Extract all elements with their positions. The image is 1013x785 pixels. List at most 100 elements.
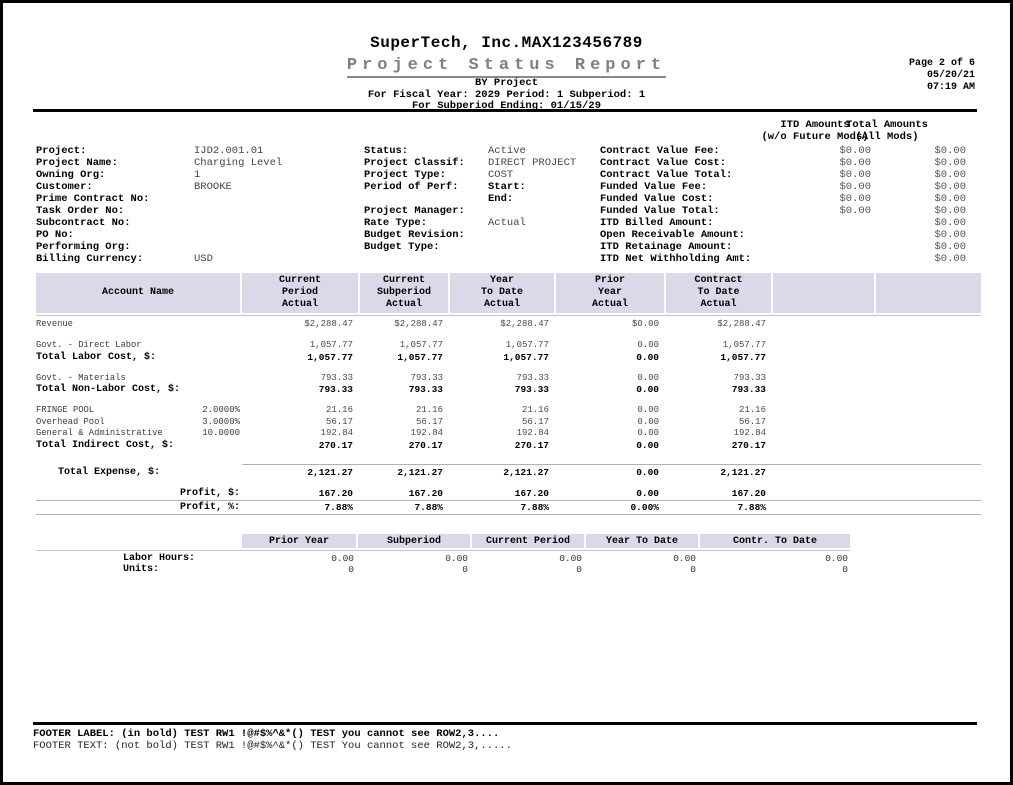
itd-amount-value — [758, 217, 871, 229]
current-subperiod-value: 192.84 — [410, 428, 443, 438]
contract-to-date-hours-value: 0.00 — [825, 553, 848, 564]
info-left-value: 1 — [194, 169, 201, 181]
col-header-contract-to-date: Contract To Date Actual — [666, 273, 771, 313]
account-name: Overhead Pool — [36, 416, 105, 427]
info-left-value — [194, 229, 364, 241]
col-header-current-period-hours: Current Period — [472, 534, 584, 548]
empty-cell-2 — [876, 340, 981, 352]
contract-to-date-value — [666, 451, 771, 461]
prior-year-value: 0.00 — [636, 466, 659, 478]
info-left-value — [194, 205, 364, 217]
itd-amount-value — [758, 229, 871, 241]
info-row: Task Order No: Project Manager: Funded V… — [36, 205, 983, 217]
info-row: PO No: Budget Revision: Open Receivable … — [36, 229, 983, 241]
contract-to-date-value: 270.17 — [731, 439, 766, 451]
info-left-value: BROOKE — [194, 181, 232, 193]
empty-cell-1 — [773, 428, 874, 440]
contract-to-date-value: 167.20 — [731, 487, 766, 499]
report-date: 05/20/21 — [926, 70, 975, 81]
empty-cell-1 — [773, 488, 874, 500]
info-mid-label: Period of Perf: — [364, 181, 459, 193]
year-to-date-value — [450, 331, 554, 341]
empty-cell-1 — [773, 405, 874, 417]
info-left-label: Customer: — [36, 181, 93, 193]
account-row: Govt. - Materials 793.33 793.33 793.33 0… — [36, 373, 981, 385]
col-header-current-period: Current Period Actual — [242, 273, 358, 313]
total-amount-value: $0.00 — [934, 169, 966, 181]
current-period-value: $2,288.47 — [304, 319, 353, 329]
prior-year-value: 0.00 — [636, 439, 659, 451]
prior-year-value: 0.00 — [637, 405, 659, 415]
current-period-value — [242, 451, 358, 461]
empty-cell-1 — [773, 502, 874, 514]
info-mid-value — [488, 229, 600, 241]
empty-cell-1 — [773, 373, 874, 385]
year-to-date-value: 1,057.77 — [503, 351, 549, 363]
account-rate: 3.0000% — [202, 416, 240, 427]
account-rate — [169, 396, 240, 406]
info-mid-value: COST — [488, 169, 514, 181]
account-name: Profit, $: — [179, 487, 240, 499]
account-row: Overhead Pool 3.0000% 56.17 56.17 56.17 … — [36, 417, 981, 429]
itd-amount-value: $0.00 — [839, 145, 871, 157]
empty-cell-1 — [773, 340, 874, 352]
year-to-date-value — [450, 396, 554, 406]
prior-year-value — [556, 396, 664, 406]
account-name — [36, 478, 167, 488]
info-row: Billing Currency: USD ITD Net Withholdin… — [36, 253, 983, 265]
account-name: Total Non-Labor Cost, $: — [36, 384, 181, 395]
current-period-value: 56.17 — [325, 416, 353, 427]
total-amount-value: $0.00 — [934, 145, 966, 157]
empty-cell-1 — [773, 417, 874, 429]
by-line: BY Project — [474, 77, 538, 89]
current-period-hours-value: 0.00 — [559, 553, 582, 564]
prior-year-value: 0.00 — [637, 416, 659, 427]
prior-year-value: 0.00 — [636, 384, 659, 395]
prior-year-value — [556, 363, 664, 373]
account-row: Govt. - Direct Labor 1,057.77 1,057.77 1… — [36, 340, 981, 352]
footer-divider — [33, 722, 977, 725]
account-rate — [169, 478, 240, 488]
prior-year-value — [556, 478, 664, 488]
empty-cell-1 — [773, 467, 874, 479]
account-rate — [169, 319, 240, 331]
info-right-label: ITD Retainage Amount: — [600, 241, 733, 253]
total-amount-value: $0.00 — [934, 205, 966, 217]
account-name: Govt. - Materials — [36, 372, 126, 383]
col-header-prior-year: Prior Year Actual — [556, 273, 664, 313]
info-row: Project Name: Charging Level Project Cla… — [36, 157, 983, 169]
info-left-label: PO No: — [36, 229, 74, 241]
info-right-label: Contract Value Fee: — [600, 145, 720, 157]
prior-year-value: 0.00 — [637, 372, 659, 383]
contract-to-date-value — [666, 331, 771, 341]
account-rate — [169, 440, 240, 452]
subperiod-hours-value: 0 — [462, 564, 468, 575]
contract-to-date-value: 192.84 — [733, 428, 766, 438]
total-amount-value: $0.00 — [934, 229, 966, 241]
total-amount-value: $0.00 — [934, 217, 966, 229]
prior-year-value: 0.00% — [630, 502, 659, 513]
empty-cell-2 — [876, 502, 981, 514]
prior-year-value: 0.00 — [636, 487, 659, 499]
info-right-label: Contract Value Total: — [600, 169, 733, 181]
current-subperiod-value — [360, 396, 448, 406]
empty-cell-1 — [773, 440, 874, 452]
hours-table-header: Prior Year Subperiod Current Period Year… — [36, 534, 850, 548]
info-mid-value: Actual — [488, 217, 526, 229]
info-left-value: Charging Level — [194, 157, 283, 169]
empty-cell-2 — [876, 363, 981, 373]
info-mid-value — [488, 205, 600, 217]
account-rate: 2.0000% — [202, 405, 240, 415]
account-rate — [169, 352, 240, 364]
itd-amount-value: $0.00 — [839, 157, 871, 169]
contract-to-date-value: 56.17 — [738, 416, 766, 427]
total-amount-value: $0.00 — [934, 181, 966, 193]
info-left-value — [194, 193, 364, 205]
info-right-label: Contract Value Cost: — [600, 157, 727, 169]
account-name: Profit, %: — [179, 502, 240, 513]
account-row: Total Non-Labor Cost, $: 793.33 793.33 7… — [36, 384, 981, 396]
report-title-wrap: Project Status Report — [3, 56, 1010, 78]
page-number: Page 2 of 6 — [908, 58, 975, 69]
project-info-section: ITD Amounts (w/o Future Mods) Total Amou… — [36, 119, 983, 265]
itd-amount-value — [758, 241, 871, 253]
